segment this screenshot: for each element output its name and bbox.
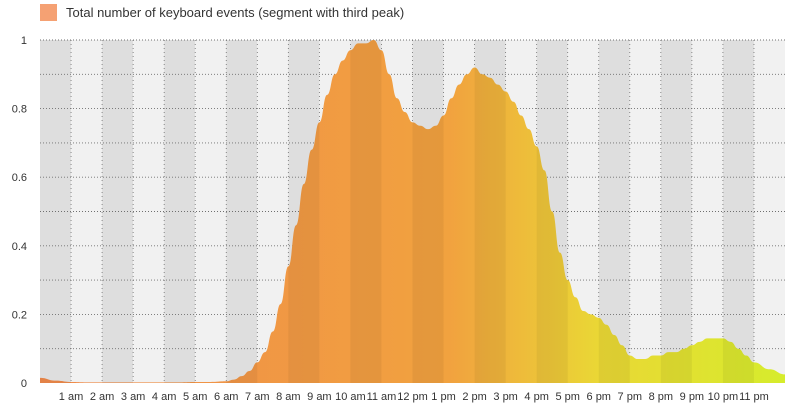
- x-tick-label: 10 pm: [708, 391, 739, 403]
- x-tick-label: 7 pm: [618, 391, 642, 403]
- x-tick-label: 11 am: [367, 391, 397, 403]
- area-series[interactable]: [40, 40, 785, 383]
- y-tick-label: 1: [21, 35, 27, 47]
- x-tick-label: 8 am: [276, 391, 300, 403]
- x-tick-label: 5 am: [183, 391, 207, 403]
- y-tick-label: 0.2: [12, 309, 27, 321]
- x-tick-label: 2 pm: [462, 391, 486, 403]
- y-tick-label: 0.4: [12, 241, 27, 253]
- legend-label: Total number of keyboard events (segment…: [66, 4, 405, 20]
- x-tick-label: 12 pm: [397, 391, 428, 403]
- area-band: [474, 40, 506, 383]
- x-tick-label: 9 pm: [680, 391, 704, 403]
- x-axis-ticks: 1 am 2 am 3 am 4 am 5 am 6 am 7 am 8 am 9 am 10 a…: [59, 391, 769, 403]
- x-tick-label: 7 am: [245, 391, 269, 403]
- x-tick-label: 6 am: [214, 391, 238, 403]
- legend-swatch: [40, 3, 57, 21]
- legend[interactable]: Total number of keyboard events (segment…: [40, 2, 404, 22]
- y-axis-ticks: 0 0.2 0.4 0.6 0.8 1: [12, 35, 27, 390]
- x-tick-label: 1 pm: [431, 391, 455, 403]
- area-band: [350, 40, 382, 383]
- x-tick-label: 9 am: [307, 391, 331, 403]
- background-band: [195, 40, 227, 383]
- area-layer: [40, 40, 785, 383]
- x-tick-label: 6 pm: [587, 391, 611, 403]
- x-tick-label: 2 am: [90, 391, 114, 403]
- x-tick-label: 4 am: [152, 391, 176, 403]
- x-tick-label: 8 pm: [649, 391, 673, 403]
- y-tick-label: 0: [21, 378, 27, 390]
- x-tick-label: 3 am: [121, 391, 145, 403]
- x-tick-label: 10 am: [335, 391, 366, 403]
- x-tick-label: 1 am: [59, 391, 83, 403]
- y-tick-label: 0.6: [12, 172, 27, 184]
- x-tick-label: 4 pm: [524, 391, 548, 403]
- y-tick-label: 0.8: [12, 104, 27, 116]
- x-tick-label: 11 pm: [739, 391, 769, 403]
- x-tick-label: 3 pm: [493, 391, 517, 403]
- x-tick-label: 5 pm: [555, 391, 579, 403]
